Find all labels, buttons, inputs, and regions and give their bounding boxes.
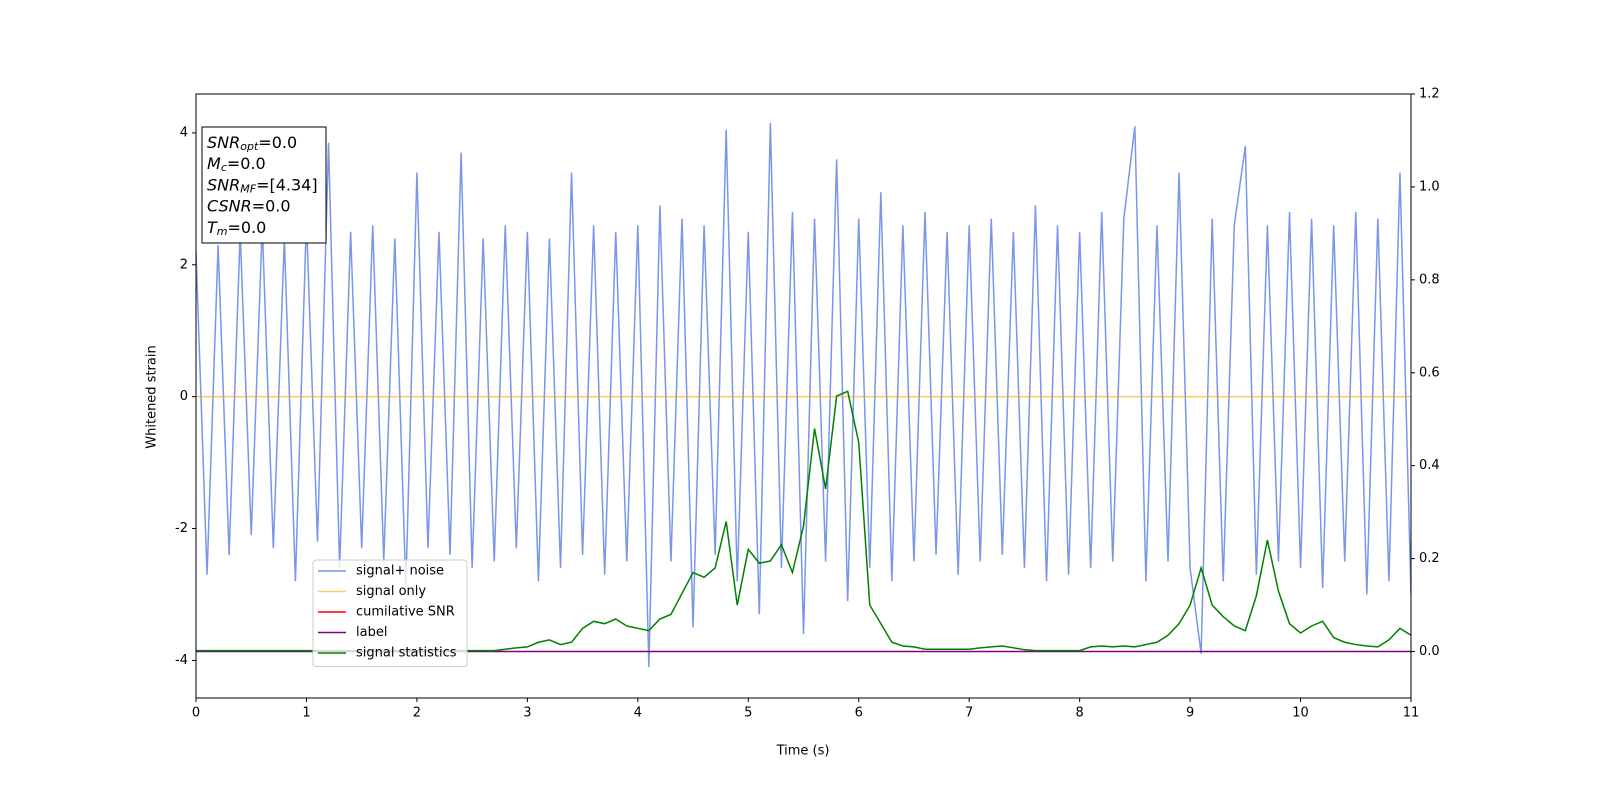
legend-label: signal statistics — [356, 646, 457, 661]
annotation-symbol: CSNR — [207, 196, 252, 215]
x-tick-label: 7 — [965, 706, 973, 721]
annotation-value: =0.0 — [228, 217, 267, 236]
annotation-line: SNRMF=[4.34] — [207, 175, 318, 196]
y2-tick-label: 1.2 — [1419, 87, 1440, 102]
y-tick-label: 2 — [180, 257, 188, 272]
annotation-subscript: MF — [240, 182, 256, 195]
y2-tick-label: 0.2 — [1419, 551, 1440, 566]
annotation-symbol: T — [207, 217, 218, 236]
legend-label: signal+ noise — [356, 564, 444, 579]
annotation-symbol: SNR — [207, 133, 240, 152]
x-tick-label: 2 — [413, 706, 421, 721]
x-axis-label: Time (s) — [776, 744, 830, 759]
legend-box — [312, 559, 468, 667]
x-tick-label: 8 — [1075, 706, 1083, 721]
x-tick-label: 9 — [1186, 706, 1194, 721]
series-line — [196, 122, 1411, 668]
annotation-line: Tm=0.0 — [207, 217, 266, 238]
x-tick-label: 11 — [1403, 706, 1420, 721]
annotation-value: =0.0 — [252, 196, 291, 215]
annotation-symbol: M — [207, 154, 221, 173]
x-tick-label: 1 — [302, 706, 310, 721]
x-tick-label: 3 — [523, 706, 531, 721]
y-axis-label: Whitened strain — [145, 345, 160, 448]
x-tick-label: 5 — [744, 706, 752, 721]
plot-frame — [195, 93, 1412, 699]
y2-tick-label: 0.8 — [1419, 272, 1440, 287]
annotation-line: CSNR=0.0 — [207, 196, 291, 215]
annotation-value: =[4.34] — [256, 175, 318, 194]
y-tick-label: 4 — [180, 125, 188, 140]
annotation-value: =0.0 — [258, 133, 297, 152]
annotation-box — [201, 126, 327, 244]
annotation-value: =0.0 — [227, 154, 266, 173]
annotation-subscript: m — [217, 225, 228, 238]
legend-label: signal only — [356, 584, 426, 599]
y-tick-label: 0 — [180, 389, 188, 404]
annotation-symbol: SNR — [207, 175, 240, 194]
y-tick-label: -4 — [175, 653, 188, 668]
x-tick-label: 6 — [855, 706, 863, 721]
y-tick-label: -2 — [175, 521, 188, 536]
x-tick-label: 4 — [634, 706, 642, 721]
annotation-line: Mc=0.0 — [207, 154, 266, 175]
x-tick-label: 0 — [192, 706, 200, 721]
annotation-line: SNRopt=0.0 — [207, 133, 297, 154]
y2-tick-label: 0.6 — [1419, 365, 1440, 380]
annotation-subscript: opt — [240, 140, 259, 153]
legend-label: cumilative SNR — [356, 605, 455, 620]
y2-tick-label: 0.0 — [1419, 644, 1440, 659]
y2-tick-label: 1.0 — [1419, 179, 1440, 194]
annotation-subscript: c — [221, 161, 227, 174]
y2-tick-label: 0.4 — [1419, 458, 1440, 473]
x-tick-label: 10 — [1292, 706, 1309, 721]
legend-label: label — [356, 625, 387, 640]
